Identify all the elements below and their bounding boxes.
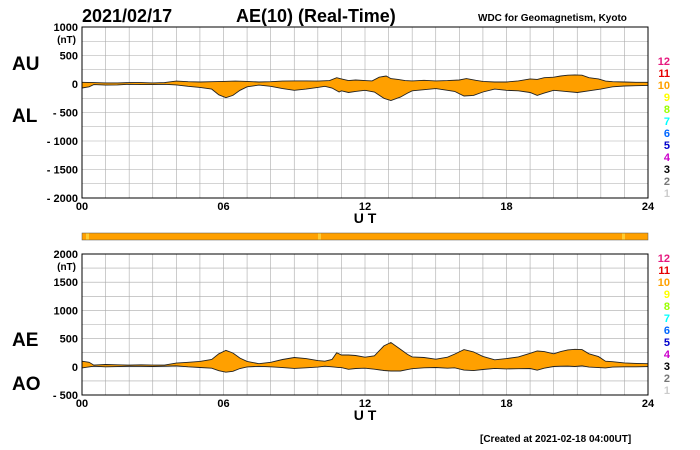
x-tick-label: 00	[76, 398, 88, 410]
status-bar-mark	[622, 233, 625, 240]
y-tick-label: 0	[72, 362, 78, 374]
x-tick-label: 24	[642, 201, 655, 213]
y-tick-label: 2000	[54, 249, 78, 261]
x-tick-label: 06	[217, 398, 229, 410]
status-bar-mark	[318, 233, 321, 240]
legend-count-8: 8	[664, 104, 670, 116]
y-tick-label: 1000	[54, 305, 78, 317]
legend-count-1: 1	[664, 188, 670, 200]
y-tick-label: - 1000	[47, 136, 78, 148]
legend-count-11: 11	[658, 68, 670, 80]
au-line	[81, 74, 648, 84]
status-bar-fill	[81, 232, 649, 241]
x-tick-label: 18	[500, 201, 512, 213]
data-status-bar	[81, 232, 649, 241]
y-tick-label: 1500	[54, 277, 78, 289]
legend-count-5: 5	[664, 337, 670, 349]
y-tick-label: 0	[72, 79, 78, 91]
legend-count-7: 7	[664, 116, 670, 128]
y-tick-label: 500	[60, 334, 78, 346]
y-tick-label: 500	[60, 51, 78, 63]
y-unit-label: (nT)	[57, 35, 76, 46]
legend-count-1: 1	[664, 385, 670, 397]
ae-line	[81, 341, 649, 366]
legend-count-12: 12	[658, 253, 670, 265]
ao-line	[81, 365, 649, 373]
y-tick-label: 1000	[54, 22, 78, 34]
legend-count-8: 8	[664, 301, 670, 313]
legend-count-5: 5	[664, 140, 670, 152]
ae-ao-panel: 2000 1500 1000 500 0 - 500 (nT) 00 06 12 18 24 U T AE…	[12, 249, 655, 423]
created-timestamp: [Created at 2021-02-18 04:00UT]	[480, 434, 631, 445]
y-tick-label: - 500	[53, 108, 78, 120]
x-tick-label: 24	[642, 398, 655, 410]
series-label-au: AU	[12, 54, 39, 75]
legend-count-2: 2	[664, 373, 670, 385]
legend-count-2: 2	[664, 176, 670, 188]
x-axis-label: U T	[354, 407, 377, 423]
legend-count-7: 7	[664, 313, 670, 325]
x-tick-label: 06	[217, 201, 229, 213]
status-bar-mark	[86, 233, 89, 240]
y-tick-label: - 2000	[47, 193, 78, 205]
y-tick-label: - 1500	[47, 165, 78, 177]
legend-count-11: 11	[658, 265, 670, 277]
legend-count-3: 3	[664, 164, 670, 176]
y-unit-label: (nT)	[57, 262, 76, 273]
series-label-al: AL	[12, 106, 38, 127]
plot-frame	[81, 26, 649, 199]
index-fill-area	[82, 74, 648, 101]
legend-count-6: 6	[664, 325, 670, 337]
y-tick-label: - 500	[53, 390, 78, 402]
legend-count-9: 9	[664, 92, 670, 104]
legend-count-9: 9	[664, 289, 670, 301]
legend-count-10: 10	[658, 80, 670, 92]
chart-date: 2021/02/17	[82, 6, 172, 26]
legend-count-4: 4	[664, 349, 671, 361]
x-tick-label: 12	[359, 398, 371, 410]
legend-count-10: 10	[658, 277, 670, 289]
chart-title: AE(10) (Real-Time)	[236, 6, 396, 26]
legend-count-3: 3	[664, 361, 670, 373]
series-label-ao: AO	[12, 374, 41, 395]
x-axis-label: U T	[354, 210, 377, 226]
chart-source: WDC for Geomagnetism, Kyoto	[478, 13, 627, 24]
legend-count-12: 12	[658, 56, 670, 68]
legend-count-4: 4	[664, 152, 671, 164]
series-label-ae: AE	[12, 330, 38, 351]
x-tick-label: 18	[500, 398, 512, 410]
legend-count-6: 6	[664, 128, 670, 140]
plot-frame	[81, 253, 649, 396]
au-al-panel: 1000 500 0 - 500 - 1000 - 1500 - 2000 (nT) 00 06 1…	[12, 22, 655, 226]
x-tick-label: 00	[76, 201, 88, 213]
x-tick-label: 12	[359, 201, 371, 213]
al-line	[81, 83, 649, 101]
